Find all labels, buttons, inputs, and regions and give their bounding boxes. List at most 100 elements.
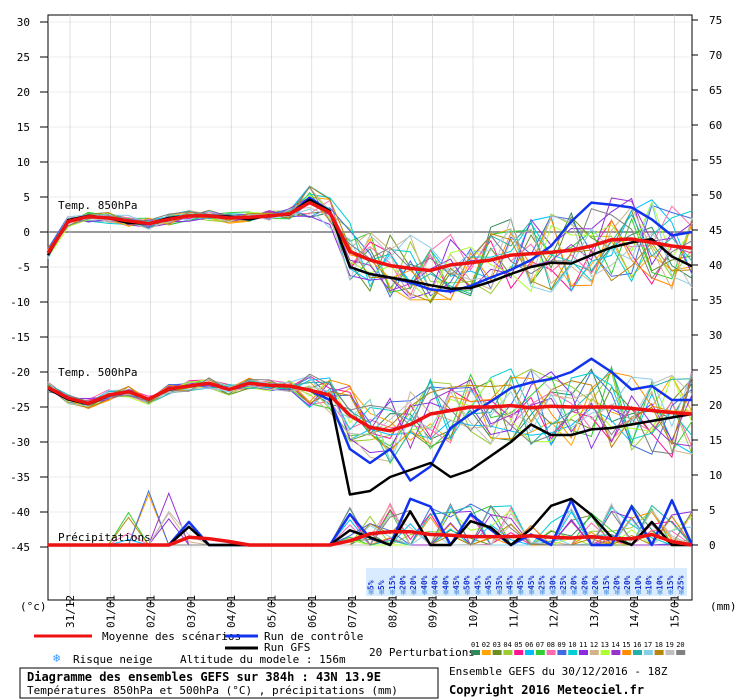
perturbation-line (47, 193, 693, 291)
snow-risk-value: 15% (666, 575, 675, 590)
perturbation-number: 01 (471, 641, 479, 649)
series-t850 (46, 200, 693, 273)
tick-label-left: 5 (23, 191, 30, 204)
axes: 302520151050-5-10-15-20-25-30-35-40-4575… (10, 14, 722, 628)
tick-label-right: 30 (709, 329, 722, 342)
tick-label-left: -40 (10, 506, 30, 519)
panel-label-t500: Temp. 500hPa (58, 366, 137, 379)
tick-label-right: 40 (709, 259, 722, 272)
tick-label-right: 35 (709, 294, 722, 307)
perturbation-swatch (622, 650, 632, 655)
main-series-lines (46, 196, 694, 547)
tick-label-right: 10 (709, 469, 722, 482)
snowflake-icon: ❄ (475, 588, 481, 598)
perturbation-swatch (600, 650, 610, 655)
tick-label-right: 75 (709, 14, 722, 27)
perturbation-number: 12 (590, 641, 598, 649)
tick-label-left: -35 (10, 471, 30, 484)
date-label: 13/01 (588, 595, 601, 628)
tick-label-right: 60 (709, 119, 722, 132)
tick-label-left: -15 (10, 331, 30, 344)
panel-label-precip: Précipitations (58, 531, 151, 544)
snow-risk-value: 45% (484, 575, 493, 590)
snowflake-icon: ❄ (529, 588, 535, 598)
tick-label-left: 30 (17, 16, 30, 29)
snowflake-icon: ❄ (486, 588, 492, 598)
perturbation-swatch (633, 650, 642, 655)
date-label: 08/01 (386, 595, 399, 628)
snow-risk-value: 5% (377, 580, 386, 590)
date-label: 31/12 (64, 595, 77, 628)
perturbation-number: 02 (482, 641, 490, 649)
tick-label-right: 0 (709, 539, 716, 552)
tick-label-right: 5 (709, 504, 716, 517)
perturbation-line (47, 199, 693, 297)
snow-risk-value: 20% (623, 575, 632, 590)
snow-risk-value: 20% (398, 575, 407, 590)
snowflake-icon: ❄ (379, 588, 385, 598)
tick-label-left: -10 (10, 296, 30, 309)
snow-risk-value: 40% (441, 575, 450, 590)
snowflake-icon: ❄ (422, 588, 428, 598)
tick-label-left: -45 (10, 541, 30, 554)
date-label: 07/01 (346, 595, 359, 628)
series-precip (48, 529, 693, 547)
snowflake-icon: ❄ (679, 588, 685, 598)
snowflake-icon: ❄ (465, 588, 471, 598)
legend-control-label: Run de contrôle (264, 630, 363, 643)
snowflake-icon: ❄ (550, 588, 556, 598)
copyright: Copyright 2016 Meteociel.fr (449, 683, 644, 697)
snowflake-icon: ❄ (400, 588, 406, 598)
tick-label-right: 25 (709, 364, 722, 377)
snowflake-icon: ❄ (433, 588, 439, 598)
chart-subtitle: Températures 850hPa et 500hPa (°C) , pré… (27, 684, 398, 697)
plot-frame (47, 14, 693, 601)
snowflake-icon: ❄ (647, 588, 653, 598)
snowflake-icon: ❄ (657, 588, 663, 598)
date-label: 12/01 (548, 595, 561, 628)
snow-band (366, 568, 687, 596)
perturbation-swatch (557, 650, 567, 655)
snow-risk-band: 5%❄5%❄15%❄20%❄20%❄40%❄40%❄40%❄45%❄50%❄45… (366, 568, 687, 598)
title-box (19, 667, 439, 699)
snow-risk-value: 45% (527, 575, 536, 590)
tick-label-left: -20 (10, 366, 30, 379)
snowflake-icon: ❄ (497, 588, 503, 598)
date-label: 03/01 (185, 595, 198, 628)
date-label: 02/01 (145, 595, 158, 628)
perturbation-swatch (611, 650, 621, 655)
perturbation-number: 08 (547, 641, 555, 649)
snow-risk-value: 45% (516, 575, 525, 590)
snowflake-icon: ❄ (561, 588, 567, 598)
perturbation-swatch (514, 650, 524, 655)
perturbation-swatch (676, 650, 686, 655)
plot-area (47, 14, 693, 601)
perturbation-swatch (535, 650, 545, 655)
legend-snow-label: Risque neige (73, 653, 152, 666)
tick-label-right: 70 (709, 49, 722, 62)
snowflake-icon: ❄ (593, 588, 599, 598)
perturbation-swatch (654, 650, 664, 655)
perturbation-number: 20 (676, 641, 684, 649)
perturbation-swatch (503, 650, 513, 655)
snow-risk-value: 20% (612, 575, 621, 590)
perturbation-number: 09 (557, 641, 565, 649)
left-axis-unit: (°c) (20, 600, 47, 613)
date-label: 15/01 (669, 595, 682, 628)
tick-label-left: -30 (10, 436, 30, 449)
perturbation-swatch (471, 650, 480, 655)
snow-risk-value: 25% (538, 575, 547, 590)
perturbation-number: 10 (568, 641, 576, 649)
perturbation-number: 13 (601, 641, 609, 649)
snow-risk-value: 10% (634, 575, 643, 590)
legend-altitude: Altitude du modele : 156m (180, 653, 346, 666)
perturbation-swatch (643, 650, 653, 655)
perturbation-number: 07 (536, 641, 544, 649)
snowflake-icon: ❄ (636, 588, 642, 598)
tick-label-right: 45 (709, 224, 722, 237)
perturbation-number: 06 (525, 641, 533, 649)
perturbation-swatch (481, 650, 491, 655)
snowflake-icon: ❄ (507, 588, 513, 598)
snowflake-icon: ❄ (572, 588, 578, 598)
